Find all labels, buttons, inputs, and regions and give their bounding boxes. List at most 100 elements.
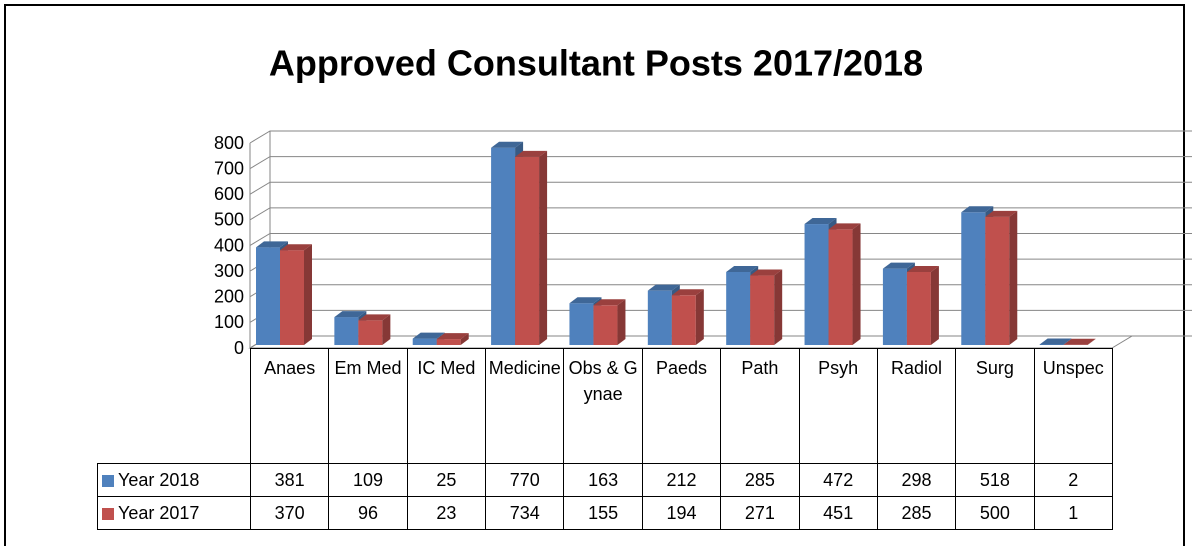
bar xyxy=(358,314,391,345)
bar-top xyxy=(750,269,783,276)
table-value: 451 xyxy=(798,496,878,530)
bar-top xyxy=(358,314,391,321)
x-tick-label: Radiol xyxy=(876,348,957,464)
bar-side xyxy=(852,223,861,345)
grid-line xyxy=(249,130,1192,144)
bar-side xyxy=(304,244,312,345)
bar xyxy=(593,299,626,345)
bar xyxy=(906,265,939,345)
grid-line xyxy=(249,207,1192,221)
grid-line xyxy=(249,284,1192,298)
table-value: 2 xyxy=(1033,463,1113,497)
bar-side xyxy=(1087,338,1096,345)
x-tick-label: Anaes xyxy=(249,348,330,464)
bar-front xyxy=(358,320,383,345)
grid-line xyxy=(249,309,1192,323)
table-row: Year 2017 370 96 23 734 155 194 271 451 285 500 1 xyxy=(97,496,1113,530)
bar-top xyxy=(334,311,367,318)
bar-top xyxy=(671,289,704,296)
bar-side xyxy=(617,299,626,345)
bar-top xyxy=(515,150,548,157)
bar xyxy=(436,333,469,345)
table-value: 109 xyxy=(328,463,408,497)
table-value: 25 xyxy=(406,463,487,497)
x-tick-label: Obs & Gynae xyxy=(563,348,643,464)
table-value: 381 xyxy=(249,463,330,497)
bar-top xyxy=(985,210,1018,217)
x-tick-label: Medicine xyxy=(485,348,565,464)
bar-top xyxy=(828,223,861,230)
legend-key xyxy=(102,508,114,521)
table-value: 285 xyxy=(720,463,800,497)
bar-front xyxy=(280,250,304,345)
chart-title: Approved Consultant Posts 2017/2018 xyxy=(269,43,923,84)
x-tick-label: Psyh xyxy=(798,348,878,464)
grid-line xyxy=(249,233,1192,246)
grid-line xyxy=(249,181,1192,195)
bar-front xyxy=(491,147,516,345)
bar-side xyxy=(774,269,783,345)
table-row: Year 2018 381 109 25 770 163 212 285 472 298 518 2 xyxy=(97,463,1113,497)
bar-top xyxy=(961,206,994,213)
table-value: 155 xyxy=(563,496,643,530)
bar-top xyxy=(280,244,312,251)
bar-front xyxy=(726,271,751,345)
bar-front xyxy=(334,317,359,345)
bar-top xyxy=(906,265,939,272)
x-tick-label: Path xyxy=(720,348,800,464)
y-tick-label: 300 xyxy=(214,261,244,281)
bar-front xyxy=(515,156,540,345)
table-header-row: Anaes Em Med IC Med Medicine Obs & Gynae Paed… xyxy=(97,348,1113,464)
bar-top xyxy=(882,262,915,269)
grid-line xyxy=(249,258,1192,272)
bar-front xyxy=(412,338,437,345)
bar-front xyxy=(1039,344,1064,345)
table-value: 96 xyxy=(328,496,408,530)
bar-front xyxy=(804,224,829,345)
bar-top xyxy=(256,241,288,248)
table-value: 194 xyxy=(641,496,722,530)
bar-side xyxy=(1009,210,1018,345)
bar xyxy=(671,289,704,345)
y-tick-label: 0 xyxy=(234,338,244,358)
bar xyxy=(280,244,312,345)
bar-front xyxy=(671,295,696,345)
bar xyxy=(750,269,783,345)
bar-top xyxy=(804,218,837,225)
chart-frame xyxy=(4,4,1185,546)
bar-front xyxy=(750,275,775,345)
bar-top xyxy=(1063,338,1096,345)
y-tick-label: 700 xyxy=(214,158,244,178)
bar-front xyxy=(569,303,594,345)
bar-top xyxy=(593,299,626,306)
table-value: 472 xyxy=(798,463,878,497)
x-tick-label: Surg xyxy=(955,348,1035,464)
bar xyxy=(515,150,548,345)
y-tick-label: 500 xyxy=(214,210,244,230)
table-value: 23 xyxy=(406,496,487,530)
bar-side xyxy=(695,289,704,345)
table-value: 518 xyxy=(955,463,1035,497)
y-tick-label: 100 xyxy=(214,312,244,332)
x-tick-label: Paeds xyxy=(641,348,722,464)
bar-side xyxy=(930,265,939,345)
bar-side xyxy=(460,333,469,345)
bar xyxy=(985,210,1018,345)
legend-entry: Year 2018 xyxy=(97,463,251,497)
legend-entry: Year 2017 xyxy=(97,496,251,530)
grid-line xyxy=(249,156,1192,170)
bar-top xyxy=(491,141,524,148)
bar-front xyxy=(985,216,1010,345)
table-value: 212 xyxy=(641,463,722,497)
bar-top xyxy=(436,333,469,340)
bar-side xyxy=(539,150,548,345)
table-value: 1 xyxy=(1033,496,1113,530)
table-value: 285 xyxy=(876,496,957,530)
table-value: 370 xyxy=(249,496,330,530)
bar-top xyxy=(1039,338,1072,345)
table-value: 298 xyxy=(876,463,957,497)
bar-front xyxy=(906,271,931,345)
bar-front xyxy=(436,339,461,345)
